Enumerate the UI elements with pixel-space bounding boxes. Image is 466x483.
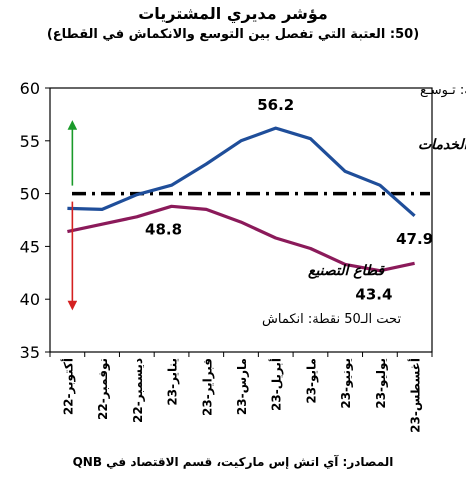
- x-tick-label: فبراير-23: [200, 358, 214, 416]
- data-label: 48.8: [145, 220, 182, 238]
- y-tick-label: 40: [20, 290, 40, 309]
- y-tick-label: 50: [20, 185, 40, 204]
- series-line-services: [67, 126, 416, 218]
- x-tick-label: أبريل-23: [269, 358, 284, 411]
- x-tick-label: مارس-23: [235, 358, 249, 415]
- data-label: 43.4: [355, 286, 392, 304]
- expansion-note: فـوق الـ50 نقطة: تـوسـع: [420, 83, 466, 98]
- data-label: 47.9: [396, 230, 433, 248]
- x-tick-label: يناير-23: [166, 358, 180, 406]
- x-tick-label: ديسمبر-22: [131, 358, 145, 423]
- series-line-manufacturing: [67, 204, 415, 273]
- x-tick-label: نوفمبر-22: [96, 358, 111, 420]
- y-tick-label: 35: [20, 343, 40, 362]
- chart-title: مؤشر مديري المشتريات: [138, 4, 328, 23]
- plot-frame: [49, 87, 433, 353]
- x-tick-label: يوليو-23: [374, 358, 389, 409]
- series-label-manufacturing: قطاع التصنيع: [308, 263, 385, 279]
- chart-subtitle: (50: العتبة التي تفصل بين التوسع والانكم…: [46, 27, 420, 42]
- x-tick-label: أكتوبر-22: [60, 358, 76, 415]
- x-tick-label: مايو-23: [304, 358, 319, 404]
- data-label: 56.2: [257, 96, 294, 114]
- x-tick-label: أغسطس-23: [408, 358, 423, 433]
- x-tick-label: يونيو-23: [339, 358, 354, 409]
- series-label-services: قطاع الخدمات: [418, 137, 466, 153]
- source-note: المصادر: آي اتش إس ماركيت، قسم الاقتصاد …: [72, 455, 394, 469]
- contraction-note: تحت الـ50 نقطة: انكماش: [262, 312, 401, 327]
- y-tick-label: 45: [20, 237, 40, 256]
- y-tick-label: 55: [20, 132, 40, 151]
- y-tick-label: 60: [20, 79, 40, 98]
